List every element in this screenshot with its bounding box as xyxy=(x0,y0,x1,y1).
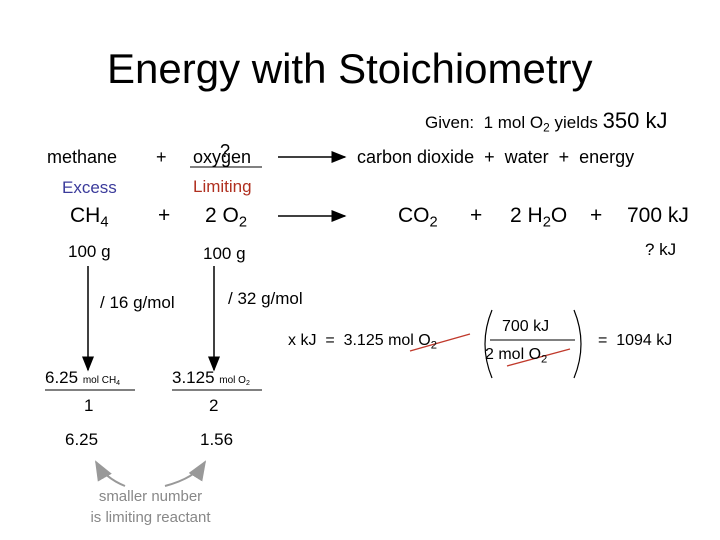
formula-text: O xyxy=(550,204,568,227)
calculation: x kJ = 3.125 mol O2 xyxy=(288,332,437,352)
calc-text: x kJ = 3.125 xyxy=(288,332,389,349)
denominator: 2 mol O2 xyxy=(485,346,548,366)
formula-text: CO xyxy=(398,204,430,227)
parenthesis xyxy=(484,309,493,379)
title: Energy with Stoichiometry xyxy=(107,45,593,92)
plus: + xyxy=(156,147,167,167)
formula: 2 O2 xyxy=(205,204,247,230)
calc-text: 2 mol O xyxy=(485,346,542,363)
plus: + xyxy=(470,204,483,227)
note-line: smaller number xyxy=(98,488,203,505)
coefficient: 1 xyxy=(84,396,94,415)
energy: 700 kJ xyxy=(627,204,689,227)
coefficient: 2 xyxy=(209,396,219,415)
word: oxygen xyxy=(193,147,252,167)
unit-text: mol O xyxy=(219,375,246,386)
pointer-arrow xyxy=(164,460,207,487)
mass: ? kJ xyxy=(645,240,677,259)
unit-text: mol CH xyxy=(82,375,117,386)
pointer-arrow xyxy=(95,460,126,487)
subscript: 2 xyxy=(245,380,250,388)
subscript: 2 xyxy=(543,120,550,135)
subscript: 4 xyxy=(116,380,121,388)
moles-unit: mol CH4 xyxy=(82,375,121,388)
mass: 100 g xyxy=(203,244,246,263)
subscript: 2 xyxy=(541,353,548,366)
role: Excess xyxy=(62,178,117,197)
formula: 2 H2O xyxy=(510,204,568,230)
ratio: 1.56 xyxy=(200,430,234,449)
moles-unit: mol O2 xyxy=(219,375,250,388)
molar-mass: / 16 g/mol xyxy=(100,293,175,312)
result: = 1094 kJ xyxy=(598,332,673,349)
ratio: 6.25 xyxy=(65,430,99,449)
formula-text: 2 O xyxy=(205,204,239,227)
moles-value: 6.25 xyxy=(45,368,79,387)
given: Given: 1 mol O2 yields 350 kJ xyxy=(425,108,668,135)
note: smaller number is limiting reactant xyxy=(78,486,223,528)
unknown: ? xyxy=(220,141,231,161)
cancel-line xyxy=(506,348,571,367)
note-line: is limiting reactant xyxy=(90,509,211,526)
plus: + xyxy=(590,204,603,227)
molar-mass: / 32 g/mol xyxy=(228,289,303,308)
moles: 3.125 mol O2 xyxy=(172,368,250,388)
word: methane xyxy=(47,147,118,167)
role: Limiting xyxy=(193,177,252,196)
numerator: 700 kJ xyxy=(502,318,550,335)
formula: CO2 xyxy=(398,204,438,230)
subscript: 2 xyxy=(430,339,437,352)
formula-text: 2 H xyxy=(510,204,543,227)
calc-text: mol O xyxy=(388,332,431,349)
mass: 100 g xyxy=(68,242,111,261)
given-text: yields xyxy=(549,113,603,132)
given-text: Given: 1 mol O xyxy=(425,113,544,132)
subscript: 2 xyxy=(238,214,248,231)
moles-value: 3.125 xyxy=(172,368,215,387)
formula-text: CH xyxy=(70,204,101,227)
parenthesis xyxy=(573,309,582,379)
subscript: 2 xyxy=(542,214,551,231)
formula: CH4 xyxy=(70,204,109,230)
moles: 6.25 mol CH4 xyxy=(45,368,121,388)
cancel-line xyxy=(409,333,471,352)
subscript: 4 xyxy=(100,214,109,231)
plus: + xyxy=(158,204,171,227)
given-amount: 350 kJ xyxy=(602,108,668,133)
word: carbon dioxide + water + energy xyxy=(357,147,635,167)
subscript: 2 xyxy=(429,214,438,231)
